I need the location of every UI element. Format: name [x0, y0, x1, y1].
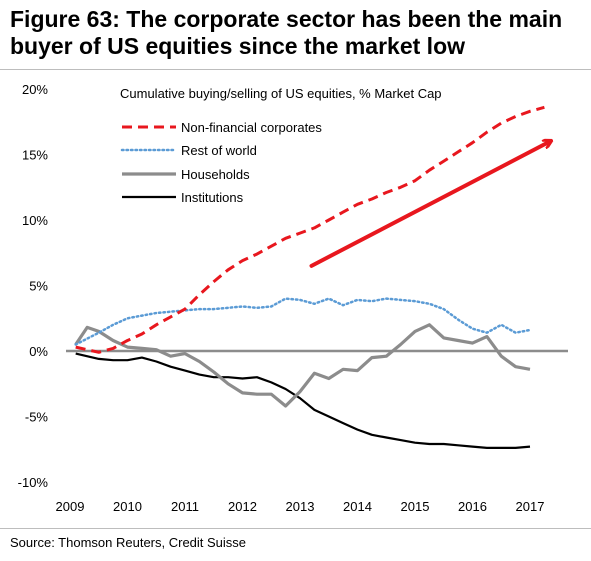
y-tick-label: 10%: [22, 213, 48, 228]
trend-arrow: [309, 141, 551, 268]
x-tick-label: 2010: [113, 499, 142, 514]
y-tick-label: -5%: [25, 410, 49, 425]
series-line-households: [74, 323, 531, 408]
y-tick-label: 5%: [29, 279, 48, 294]
source-divider: [0, 528, 591, 529]
legend-label: Households: [181, 167, 250, 182]
chart-legend: Non-financial corporates Rest of world Hou…: [120, 120, 322, 205]
legend-label: Non-financial corporates: [181, 120, 322, 135]
x-tick-label: 2015: [401, 499, 430, 514]
legend-label: Rest of world: [181, 143, 257, 158]
y-tick-label: 15%: [22, 148, 48, 163]
line-chart: 20% 15% 10% 5% 0% -5% -10% 2009 2010 2011 2012 201…: [18, 82, 568, 514]
figure-title: Figure 63: The corporate sector has been…: [10, 6, 563, 59]
series-line-non-financial-corporates: [75, 105, 545, 354]
annotation-layer: [309, 141, 551, 268]
series-line-rest-of-world: [74, 297, 532, 346]
y-tick-label: 20%: [22, 82, 48, 97]
x-tick-label: 2011: [171, 499, 199, 514]
chart-subtitle: Cumulative buying/selling of US equities…: [120, 86, 442, 101]
x-tick-label: 2013: [286, 499, 315, 514]
x-tick-label: 2017: [516, 499, 545, 514]
y-tick-label: 0%: [29, 344, 48, 359]
x-tick-label: 2016: [458, 499, 487, 514]
x-axis-ticks: 2009 2010 2011 2012 2013 2014 2015 2016 2017: [56, 499, 545, 514]
title-divider: [0, 69, 591, 70]
y-tick-label: -10%: [18, 475, 49, 490]
series-line-institutions: [75, 352, 531, 449]
x-tick-label: 2009: [56, 499, 85, 514]
legend-label: Institutions: [181, 190, 244, 205]
source-note: Source: Thomson Reuters, Credit Suisse: [10, 535, 247, 550]
x-tick-label: 2012: [228, 499, 257, 514]
series-layer: [74, 105, 545, 449]
y-axis-ticks: 20% 15% 10% 5% 0% -5% -10%: [18, 82, 49, 490]
x-tick-label: 2014: [343, 499, 372, 514]
